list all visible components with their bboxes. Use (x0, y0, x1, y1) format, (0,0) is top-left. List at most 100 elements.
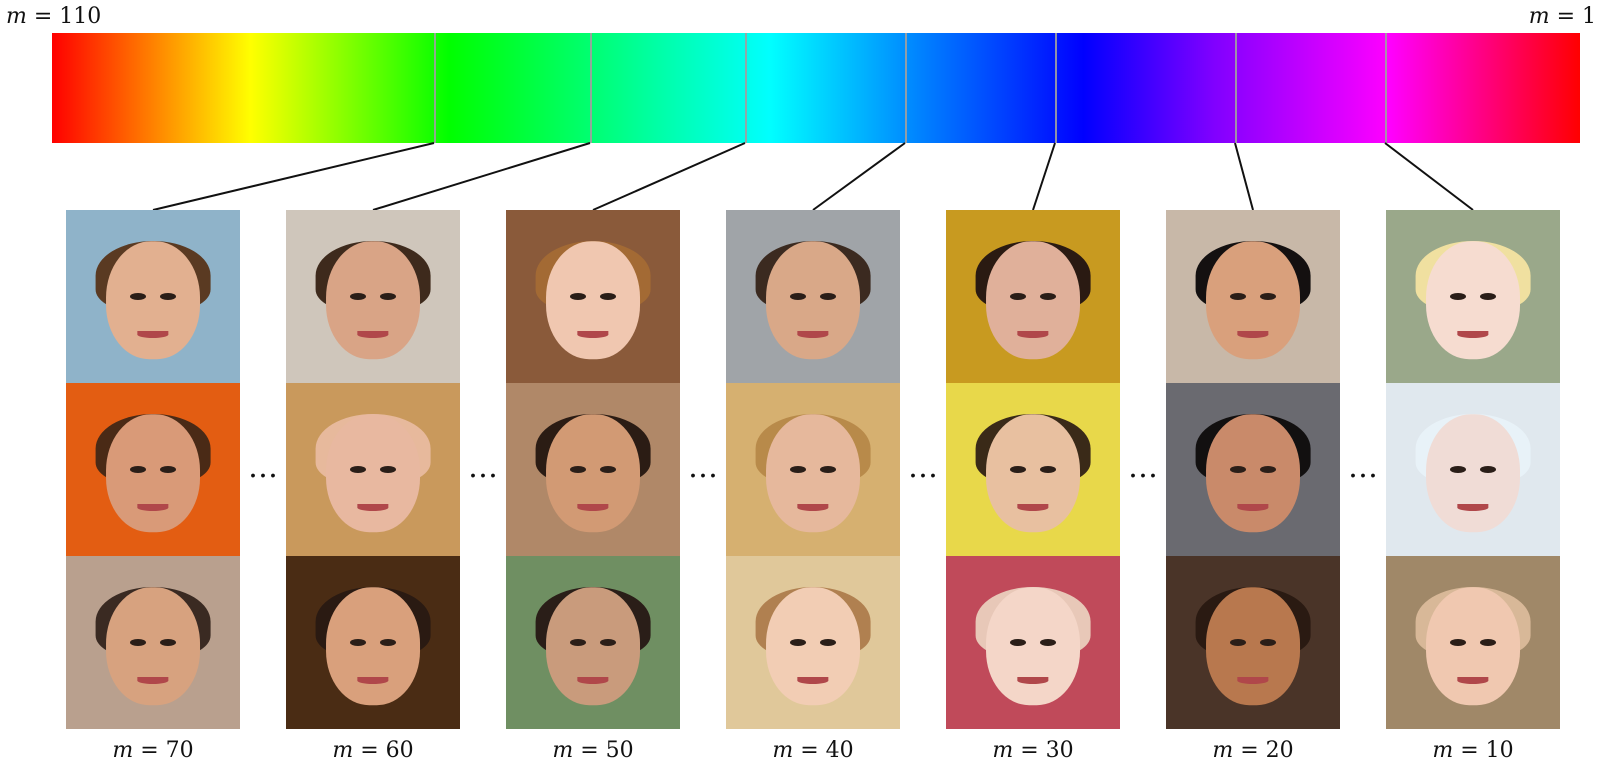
face-eye (130, 639, 147, 646)
face-eye (1010, 293, 1027, 300)
face-image (66, 383, 240, 556)
face-image (506, 556, 680, 729)
face-eye (1259, 466, 1276, 473)
face-eye (819, 293, 836, 300)
face-eye (1039, 466, 1056, 473)
face-eye (570, 639, 587, 646)
connector-line (1032, 142, 1056, 211)
face-eye (159, 293, 176, 300)
face-column (1386, 210, 1560, 729)
face-eye (130, 466, 147, 473)
face-mouth (577, 504, 609, 511)
color-spectrum-bar (52, 33, 1580, 143)
face-skin (1206, 587, 1300, 705)
face-eye (350, 466, 367, 473)
face-image (946, 383, 1120, 556)
bar-left-var: m (6, 4, 27, 29)
face-eye (1450, 639, 1467, 646)
face-mouth (357, 504, 389, 511)
face-skin (1426, 241, 1520, 359)
bar-tick (590, 33, 592, 143)
face-mouth (1457, 331, 1489, 338)
bar-tick (1385, 33, 1387, 143)
face-column (506, 210, 680, 729)
bar-tick (745, 33, 747, 143)
connector-line (592, 142, 746, 211)
face-image (66, 210, 240, 383)
face-eye (130, 293, 147, 300)
face-image (506, 210, 680, 383)
face-eye (1259, 293, 1276, 300)
face-eye (1039, 293, 1056, 300)
face-mouth (797, 677, 829, 684)
ellipsis: … (908, 450, 940, 485)
face-image (726, 210, 900, 383)
face-eye (819, 639, 836, 646)
face-eye (379, 466, 396, 473)
face-eye (819, 466, 836, 473)
face-mouth (1237, 504, 1269, 511)
face-skin (1426, 587, 1520, 705)
ellipsis: … (688, 450, 720, 485)
face-skin (546, 414, 640, 532)
face-eye (1230, 466, 1247, 473)
face-mouth (1017, 677, 1049, 684)
column-m-var: m (772, 738, 794, 763)
face-mouth (137, 504, 169, 511)
column-m-label: m = 10 (1432, 738, 1514, 763)
face-skin (106, 414, 200, 532)
face-mouth (577, 331, 609, 338)
connector-line (152, 142, 435, 211)
face-eye (599, 293, 616, 300)
face-skin (106, 241, 200, 359)
face-eye (1479, 466, 1496, 473)
bar-left-label: m = 110 (6, 4, 102, 29)
face-skin (766, 414, 860, 532)
column-m-value: 60 (385, 738, 414, 763)
face-skin (1426, 414, 1520, 532)
bar-right-var: m (1528, 4, 1550, 29)
face-eye (570, 293, 587, 300)
face-eye (790, 466, 807, 473)
face-mouth (1457, 504, 1489, 511)
bar-tick (905, 33, 907, 143)
face-eye (790, 639, 807, 646)
face-mouth (577, 677, 609, 684)
column-m-label: m = 40 (772, 738, 854, 763)
bar-left-value: 110 (59, 4, 102, 29)
face-column (1166, 210, 1340, 729)
face-image (946, 556, 1120, 729)
ellipsis: … (468, 450, 500, 485)
face-mouth (1237, 331, 1269, 338)
face-column (286, 210, 460, 729)
bar-tick (1055, 33, 1057, 143)
face-eye (159, 639, 176, 646)
face-image (726, 383, 900, 556)
column-m-var: m (552, 738, 574, 763)
face-eye (1450, 293, 1467, 300)
face-eye (350, 293, 367, 300)
connector-line (812, 142, 906, 211)
column-m-var: m (332, 738, 354, 763)
column-m-value: 40 (825, 738, 854, 763)
connector-line (1384, 142, 1474, 211)
face-skin (1206, 241, 1300, 359)
face-eye (1230, 639, 1247, 646)
bar-right-value: 1 (1582, 4, 1596, 29)
face-eye (1479, 639, 1496, 646)
column-m-var: m (992, 738, 1014, 763)
face-eye (1230, 293, 1247, 300)
face-skin (986, 241, 1080, 359)
face-mouth (797, 504, 829, 511)
column-m-label: m = 70 (112, 738, 194, 763)
face-eye (350, 639, 367, 646)
face-skin (766, 241, 860, 359)
column-m-value: 20 (1265, 738, 1294, 763)
ellipsis: … (1128, 450, 1160, 485)
face-eye (570, 466, 587, 473)
face-image (286, 383, 460, 556)
face-skin (546, 241, 640, 359)
face-eye (1450, 466, 1467, 473)
bar-tick (434, 33, 436, 143)
column-m-label: m = 20 (1212, 738, 1294, 763)
